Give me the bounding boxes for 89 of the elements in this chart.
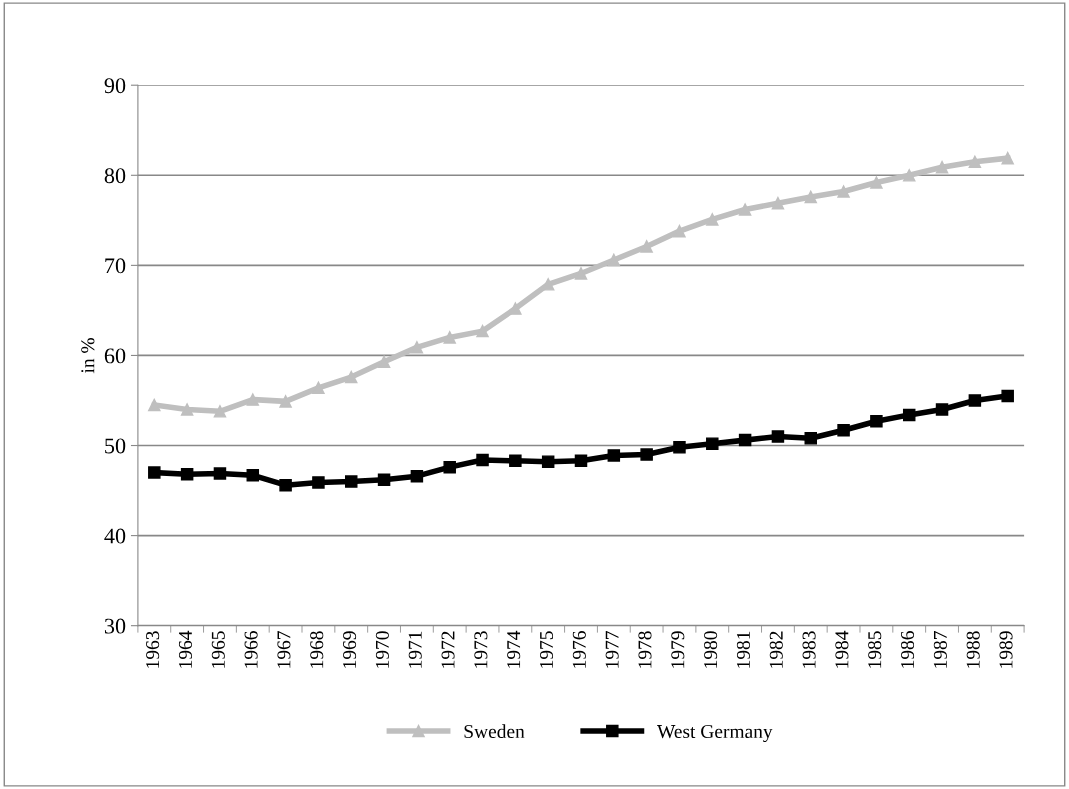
point <box>640 240 653 253</box>
point <box>180 403 194 416</box>
x-tick-label: 1983 <box>802 631 816 668</box>
point <box>902 169 916 182</box>
x-tick-label: 1972 <box>441 631 455 668</box>
x-tick-label: 1973 <box>474 631 488 668</box>
y-tick-label: 70 <box>105 258 126 274</box>
point <box>509 454 522 468</box>
x-tick-label: 1976 <box>572 631 586 668</box>
point <box>279 478 292 492</box>
point <box>1001 151 1014 165</box>
point <box>541 455 555 468</box>
point <box>706 437 719 450</box>
y-tick-label: 80 <box>104 168 126 184</box>
x-tick-label: 1969 <box>343 631 357 668</box>
x-tick-label: 1988 <box>966 631 980 668</box>
point <box>837 423 850 437</box>
y-axis-title: in % <box>81 338 95 374</box>
point <box>673 441 686 454</box>
point <box>607 253 621 267</box>
x-tick-label: 1982 <box>769 631 783 668</box>
point <box>738 433 752 447</box>
point <box>344 370 358 384</box>
x-tick-label: 1980 <box>704 631 718 668</box>
point <box>837 185 850 198</box>
point <box>476 324 489 338</box>
x-tick-label: 1981 <box>736 631 750 668</box>
y-tick-label: 40 <box>104 528 126 544</box>
point <box>574 267 588 280</box>
point <box>968 155 982 169</box>
point <box>607 449 621 462</box>
x-tick-label: 1963 <box>146 631 160 668</box>
x-tick-label: 1979 <box>671 631 685 668</box>
x-tick-label: 1971 <box>408 631 422 668</box>
point <box>870 414 883 428</box>
x-tick-label: 1965 <box>211 631 225 668</box>
point <box>279 395 292 408</box>
point <box>902 408 916 422</box>
point <box>804 432 818 445</box>
point <box>706 213 719 226</box>
legend-label: Sweden <box>464 724 525 739</box>
point <box>935 403 949 416</box>
point <box>476 453 489 467</box>
point <box>640 448 653 461</box>
x-tick-label: 1968 <box>310 631 324 668</box>
point <box>410 469 424 483</box>
point <box>377 473 391 487</box>
x-tick-label: 1970 <box>375 631 389 668</box>
point <box>246 468 260 482</box>
x-tick-label: 1987 <box>933 631 947 668</box>
x-tick-label: 1989 <box>999 631 1013 668</box>
point <box>771 196 785 210</box>
point <box>213 467 227 480</box>
point <box>312 476 325 489</box>
point <box>246 393 260 406</box>
x-tick-label: 1977 <box>605 631 619 668</box>
x-tick-label: 1978 <box>638 631 652 668</box>
point <box>344 475 358 488</box>
point <box>738 203 752 216</box>
x-tick-label: 1986 <box>900 631 915 668</box>
point <box>574 454 588 468</box>
legend-label: West Germany <box>657 724 773 743</box>
point <box>148 398 161 412</box>
point <box>410 341 424 354</box>
point <box>804 190 818 204</box>
y-tick-label: 50 <box>105 438 126 454</box>
y-tick-label: 60 <box>104 348 126 364</box>
point <box>148 466 161 479</box>
point <box>213 405 227 418</box>
point <box>312 381 325 395</box>
point <box>443 460 456 474</box>
point <box>673 224 686 238</box>
x-tick-label: 1974 <box>507 630 521 668</box>
x-tick-label: 1985 <box>868 631 882 668</box>
y-tick-label: 90 <box>104 78 126 94</box>
point <box>935 160 949 174</box>
x-tick-label: 1967 <box>277 631 291 668</box>
point <box>443 331 456 344</box>
x-tick-label: 1966 <box>244 631 258 668</box>
point <box>771 430 785 443</box>
x-tick-label: 1975 <box>539 631 554 668</box>
point <box>180 468 194 481</box>
point <box>968 394 982 407</box>
point <box>377 355 391 369</box>
x-tick-label: 1984 <box>835 630 849 668</box>
x-tick-label: 1964 <box>178 630 192 668</box>
point <box>870 176 883 189</box>
point <box>1001 389 1014 403</box>
y-tick-label: 30 <box>104 618 126 634</box>
